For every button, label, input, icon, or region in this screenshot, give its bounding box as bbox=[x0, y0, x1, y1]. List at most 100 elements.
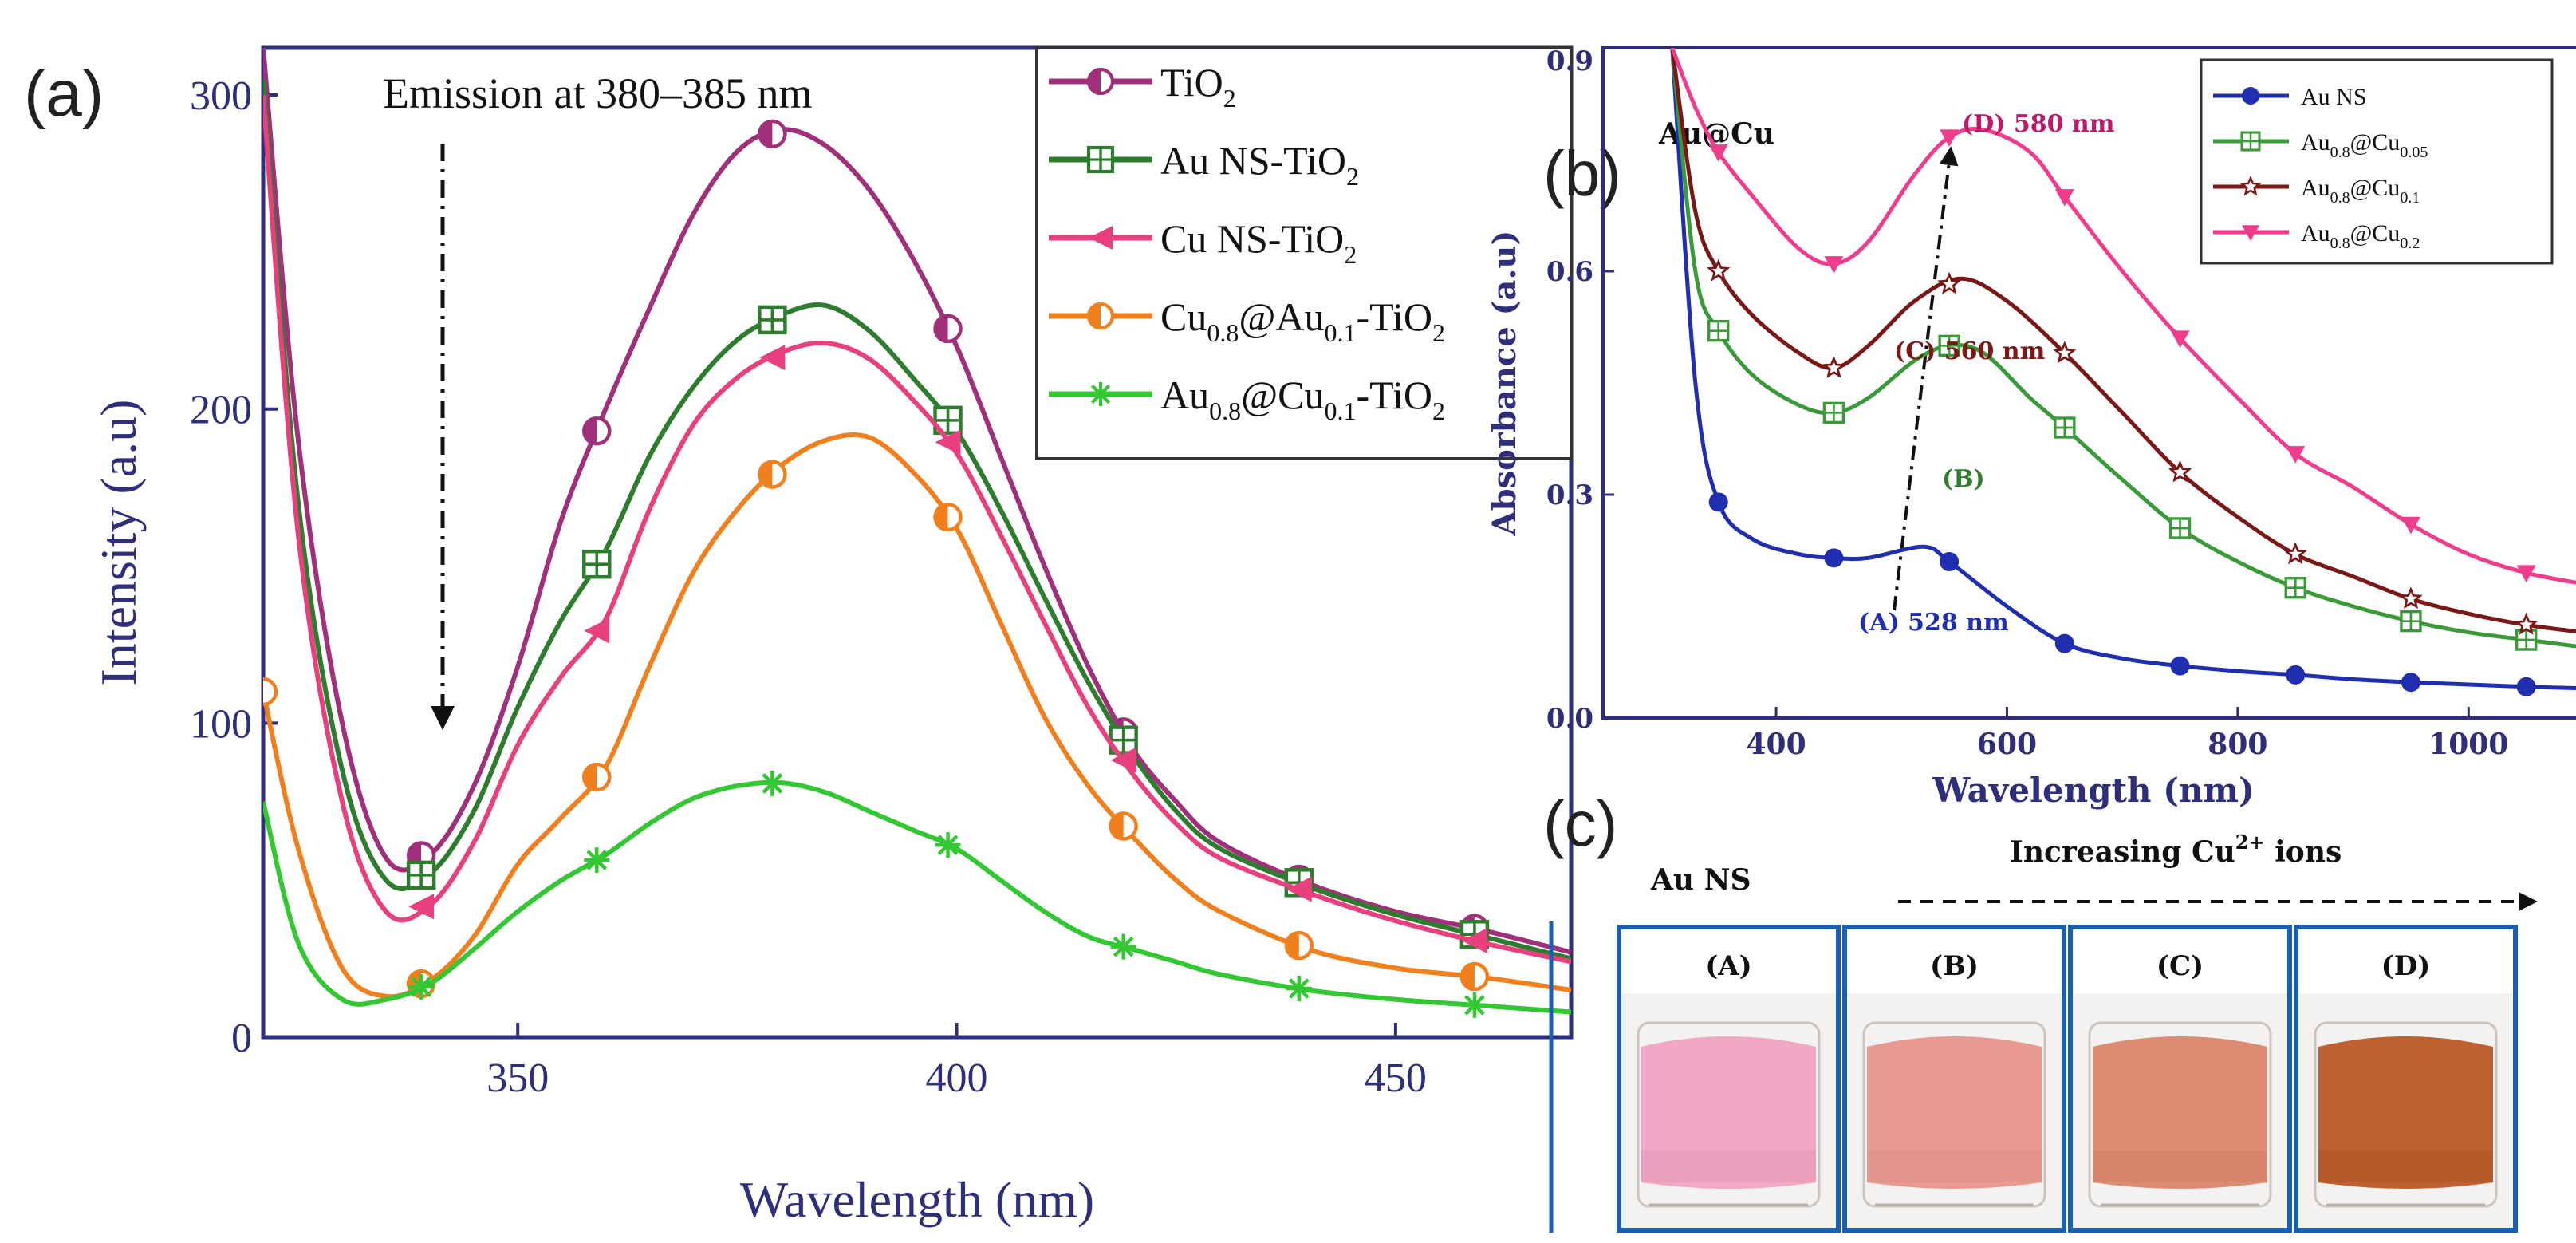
panel-b-data-point bbox=[2170, 330, 2190, 348]
panel-b-series bbox=[1670, 48, 2576, 696]
panel-a-y-tick-label: 100 bbox=[190, 701, 252, 747]
panel-b-data-point bbox=[1824, 548, 1844, 568]
panel-a-legend-marker bbox=[1086, 67, 1115, 96]
panel-a-y-tick-label: 0 bbox=[231, 1016, 252, 1061]
panel-a-data-point bbox=[935, 832, 961, 858]
panel-a-data-point bbox=[584, 846, 610, 873]
vial-liquid bbox=[2318, 1036, 2493, 1189]
panel-b-data-point bbox=[2400, 610, 2422, 633]
panel-a-legend-marker bbox=[1086, 302, 1115, 330]
vial-shadow bbox=[1867, 1150, 2042, 1182]
vial-shadow bbox=[2093, 1150, 2267, 1182]
vial-background bbox=[2073, 929, 2287, 993]
panel-a-data-point bbox=[933, 502, 963, 532]
panel-b-series-line bbox=[1670, 48, 2576, 585]
panel-b-frame bbox=[1601, 46, 2576, 720]
vial-label: (B) bbox=[1930, 950, 1979, 982]
panel-a-series-3 bbox=[263, 432, 1571, 1000]
panel-a-legend-marker bbox=[1089, 226, 1113, 250]
panel-b-legend-marker bbox=[2239, 175, 2262, 196]
panel-b-data-point bbox=[2286, 665, 2306, 685]
panel-a-data-point bbox=[582, 416, 612, 446]
panel-a-legend-entry: Au0.8@Cu0.1-TiO2 bbox=[1049, 373, 1445, 425]
vial-liquid bbox=[2093, 1036, 2267, 1189]
panel-a-frame bbox=[261, 45, 1574, 1040]
panel-a-legend-label: Cu NS-TiO2 bbox=[1160, 216, 1357, 269]
panel-b-data-point bbox=[1708, 492, 1728, 512]
panel-a-data-point bbox=[759, 770, 786, 796]
panel-a-data-point bbox=[758, 305, 787, 335]
panel-a-data-point bbox=[582, 549, 612, 579]
panel-a-legend-box bbox=[1035, 46, 1573, 460]
panel-b-data-point bbox=[1937, 271, 1961, 294]
panel-a-annotation: Emission at 380–385 nm bbox=[383, 69, 813, 117]
panel-b-legend-entry: Au0.8@Cu0.05 bbox=[2213, 129, 2428, 161]
vial-liquid bbox=[1641, 1036, 1816, 1189]
panel-b-data-point bbox=[2515, 629, 2538, 651]
panel-a-data-point bbox=[1109, 811, 1138, 841]
panel-a-legend: TiO2 Au NS-TiO2 Cu NS-TiO2 Cu0.8@Au0.1-TiO2… bbox=[1035, 46, 1573, 460]
panel-a-legend-label: Cu0.8@Au0.1-TiO2 bbox=[1160, 294, 1445, 347]
panel-b-legend-marker bbox=[2242, 225, 2259, 241]
panel-b-legend-label: Au0.8@Cu0.2 bbox=[2301, 220, 2420, 252]
panel-b-data-point bbox=[1938, 334, 1960, 357]
panel-a-data-point bbox=[933, 314, 963, 344]
panel-a-data-point bbox=[408, 894, 435, 920]
panel-b-data-point bbox=[1940, 129, 1960, 147]
panel-b-series-1 bbox=[1670, 48, 2576, 651]
panel-b-data-point bbox=[2399, 586, 2423, 610]
panel-b-legend-label: Au0.8@Cu0.1 bbox=[2301, 175, 2420, 207]
panel-b-data-point bbox=[1822, 355, 1846, 378]
panel-a-legend-label: Au NS-TiO2 bbox=[1160, 138, 1359, 191]
panel-a-data-point bbox=[1461, 992, 1487, 1018]
panel-b-y-axis-label: Absorbance (a.u) bbox=[1486, 231, 1523, 537]
panel-b-x-tick-label: 1000 bbox=[2428, 728, 2508, 761]
panel-c-vials: (A) (B) (C) (D) bbox=[1617, 925, 2518, 1233]
vial-glass bbox=[2088, 1021, 2272, 1208]
panel-b-data-point bbox=[1824, 256, 1844, 274]
panel-b-data-point bbox=[2514, 612, 2539, 635]
panel-b-data-point bbox=[2401, 673, 2420, 693]
panel-a-data-point bbox=[582, 762, 612, 792]
vial-background bbox=[2298, 929, 2513, 993]
panel-b-legend-marker bbox=[2242, 87, 2259, 105]
panel-b-data-point bbox=[2168, 517, 2192, 539]
panel-b-legend-marker bbox=[2240, 131, 2261, 152]
panel-a-data-point bbox=[1286, 975, 1312, 1001]
vial-background bbox=[1621, 929, 1836, 993]
vial-3: (C) bbox=[2068, 925, 2292, 1233]
panel-a-data-point bbox=[1110, 747, 1136, 773]
panel-a-data-point bbox=[758, 460, 787, 489]
panel-a-data-point bbox=[408, 974, 435, 1000]
panel-b-annotation-b: (B) bbox=[1942, 465, 1985, 493]
vial-glass bbox=[2314, 1021, 2498, 1208]
panel-b-legend-label: Au0.8@Cu0.05 bbox=[2301, 129, 2428, 161]
panel-b-data-point bbox=[2286, 446, 2306, 464]
panel-b-data-point bbox=[2170, 656, 2190, 676]
panel-b-data-point bbox=[2054, 189, 2074, 207]
panel-a-data-point bbox=[1284, 930, 1314, 961]
panel-b-series-2 bbox=[1670, 48, 2576, 635]
panel-a-chart: 350 400 450 0 100 200 300 Intensity (a.u) Wave… bbox=[90, 45, 1574, 1228]
panel-b-series-line bbox=[1670, 48, 2576, 633]
vial-label: (A) bbox=[1705, 950, 1752, 982]
vial-label: (C) bbox=[2157, 950, 2204, 982]
panel-b-data-point bbox=[2168, 460, 2192, 483]
panel-b-data-point bbox=[2401, 516, 2420, 535]
panel-a-data-point bbox=[1461, 928, 1487, 954]
panel-b-data-point bbox=[2054, 416, 2076, 439]
panel-a-x-tick-label: 350 bbox=[486, 1056, 549, 1101]
panel-a-data-point bbox=[935, 429, 961, 456]
panel-a-series-4 bbox=[263, 770, 1571, 1018]
vial-4: (D) bbox=[2294, 925, 2518, 1233]
panel-a-data-point bbox=[584, 618, 610, 644]
panel-a-legend-label: TiO2 bbox=[1160, 60, 1236, 112]
panel-b-y-tick-label: 0.3 bbox=[1546, 479, 1593, 511]
panel-a-series-line bbox=[263, 779, 1571, 1015]
panel-a-data-point bbox=[758, 119, 787, 149]
panel-b-data-point bbox=[1707, 319, 1730, 342]
panel-a-x-tick-label: 450 bbox=[1365, 1056, 1427, 1101]
panel-b-annotation-c: (C) 560 nm bbox=[1894, 337, 2046, 365]
panel-b-shift-arrow bbox=[1893, 146, 1959, 611]
